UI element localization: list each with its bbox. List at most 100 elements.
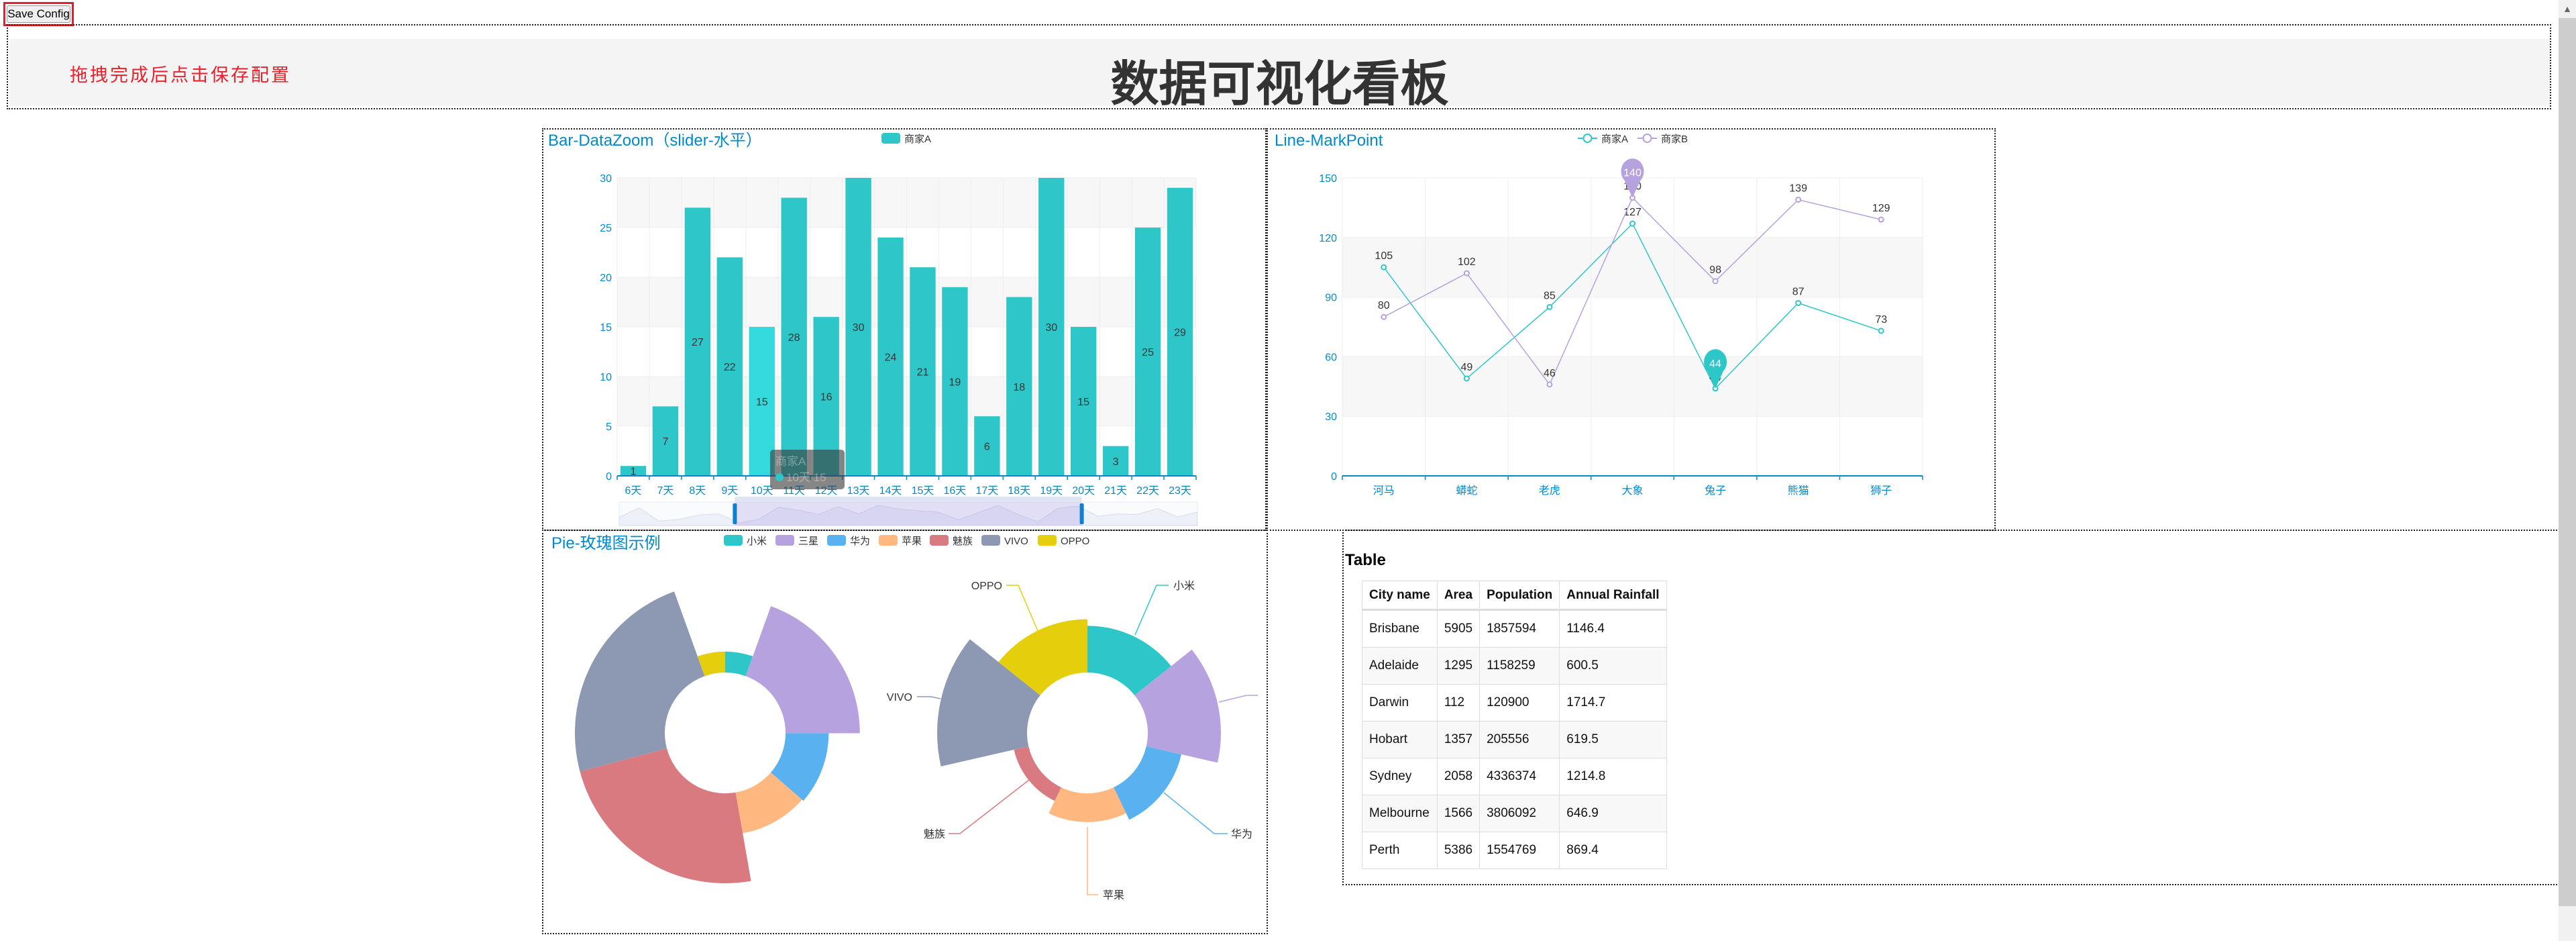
table-cell: 1357 <box>1436 721 1481 758</box>
data-point[interactable] <box>1712 278 1719 285</box>
legend-circle-icon[interactable] <box>1642 134 1652 143</box>
x-tick-label: 21天 <box>1104 485 1127 497</box>
pie-slice[interactable] <box>937 639 1040 766</box>
chevron-up-icon[interactable]: ▲ <box>2563 3 2572 14</box>
pie-slice[interactable] <box>998 619 1087 695</box>
city-table: City name Area Population Annual Rainfall B… <box>1362 581 1667 869</box>
bar[interactable] <box>1071 327 1097 476</box>
table-cell: 619.5 <box>1559 721 1667 758</box>
bar[interactable] <box>1038 178 1065 476</box>
bar[interactable] <box>1102 446 1129 476</box>
split-area <box>1342 297 1923 357</box>
pie-slice[interactable] <box>770 733 829 801</box>
data-point[interactable] <box>1878 328 1884 334</box>
legend-circle-icon[interactable] <box>1582 134 1593 143</box>
table-cell: 1714.7 <box>1559 684 1667 722</box>
legend-swatch-icon[interactable] <box>775 535 794 546</box>
table-cell: 4336374 <box>1479 758 1560 795</box>
table-cell: 600.5 <box>1559 647 1667 685</box>
pie-slice[interactable] <box>697 651 725 677</box>
bar-label: 22 <box>724 362 736 373</box>
pie-chart-panel[interactable]: Pie-玫瑰图示例 小米 三星 华为 苹果 魅族 VIVO OPPO 小米 华为 苹果 魅族 VIVO O… <box>542 530 1268 934</box>
table-cell: 2058 <box>1436 758 1481 795</box>
data-label: 46 <box>1544 368 1556 379</box>
legend-swatch-icon[interactable] <box>881 133 900 144</box>
datazoom-selected-range[interactable] <box>735 502 1082 526</box>
legend-swatch-icon[interactable] <box>981 535 1000 546</box>
x-tick-label: 13天 <box>847 485 870 497</box>
table-cell: Perth <box>1362 832 1438 869</box>
data-label: 73 <box>1875 314 1887 326</box>
bar[interactable] <box>845 178 871 476</box>
legend-swatch-icon[interactable] <box>724 535 743 546</box>
data-point[interactable] <box>1546 381 1553 388</box>
pie-slice[interactable] <box>1087 626 1171 695</box>
bar-label: 30 <box>1045 322 1057 334</box>
x-tick-label: 8天 <box>689 485 706 497</box>
pie-slice[interactable] <box>725 651 753 677</box>
bar[interactable] <box>1134 228 1161 476</box>
bar[interactable] <box>684 207 711 476</box>
header-band: 拖拽完成后点击保存配置 数据可视化看板 <box>9 39 2550 111</box>
data-point[interactable] <box>1629 220 1635 227</box>
scrollbar-thumb[interactable] <box>2559 18 2576 906</box>
legend-swatch-icon[interactable] <box>827 535 846 546</box>
line-chart: Line-MarkPoint 商家A 商家B 0 30 60 90 120 150 河马 蟒蛇 老虎 大… <box>1275 132 1923 497</box>
data-point[interactable] <box>1795 299 1802 306</box>
bar[interactable] <box>652 406 679 476</box>
pie-slice[interactable] <box>1014 746 1061 801</box>
data-point[interactable] <box>1546 303 1553 310</box>
bar[interactable] <box>620 466 647 476</box>
pie-slice[interactable] <box>580 748 751 883</box>
bar[interactable] <box>942 287 968 476</box>
column-header: Area <box>1436 581 1481 611</box>
column-header: Population <box>1479 581 1560 611</box>
data-point[interactable] <box>1878 216 1884 223</box>
pie-slice[interactable] <box>1049 787 1126 822</box>
y-tick-label: 5 <box>606 422 612 433</box>
y-tick-label: 30 <box>600 173 612 185</box>
bar[interactable] <box>1006 297 1032 476</box>
pie-slice[interactable] <box>1134 649 1221 763</box>
bar[interactable] <box>781 197 807 476</box>
split-area <box>1342 416 1923 476</box>
bar[interactable] <box>813 317 839 476</box>
pie-slice[interactable] <box>745 606 860 734</box>
datazoom-end-handle[interactable] <box>1079 503 1084 524</box>
x-tick-label: 10天 <box>751 485 773 497</box>
data-point[interactable] <box>1463 270 1470 277</box>
vertical-scrollbar[interactable]: ▲ <box>2559 0 2576 941</box>
x-tick-label: 20天 <box>1072 485 1095 497</box>
data-point[interactable] <box>1795 197 1802 203</box>
data-point[interactable] <box>1381 313 1387 320</box>
bar[interactable] <box>1167 187 1193 476</box>
split-area <box>1342 237 1923 297</box>
save-config-button[interactable]: Save Config <box>7 5 70 23</box>
pie-slice[interactable] <box>735 772 802 834</box>
y-tick-label: 15 <box>600 322 612 334</box>
pie-slice[interactable] <box>1114 746 1181 820</box>
y-tick-label: 60 <box>1325 352 1337 363</box>
table-row: Darwin 112 120900 1714.7 <box>1362 684 1667 722</box>
markpoint-pin-icon[interactable] <box>1621 158 1644 198</box>
data-point[interactable] <box>1463 375 1470 382</box>
datazoom-move-handle[interactable] <box>735 497 1082 502</box>
bar[interactable] <box>877 237 904 476</box>
line-chart-panel[interactable]: Line-MarkPoint 商家A 商家B 0 30 60 90 120 150 河马 蟒蛇 老虎 大… <box>1267 128 1996 531</box>
table-panel[interactable]: Table City name Area Population Annual Rain… <box>1342 530 2576 885</box>
legend-swatch-icon[interactable] <box>1038 535 1057 546</box>
markpoint-pin-icon[interactable] <box>1704 349 1727 389</box>
legend-swatch-icon[interactable] <box>879 535 898 546</box>
datazoom-start-handle[interactable] <box>733 503 737 524</box>
bar[interactable] <box>716 257 743 476</box>
data-label: 139 <box>1789 183 1807 195</box>
slice-label: OPPO <box>971 581 1002 592</box>
header-panel[interactable]: 拖拽完成后点击保存配置 数据可视化看板 <box>7 24 2551 111</box>
bar[interactable] <box>974 416 1000 476</box>
pie-slice[interactable] <box>575 591 705 772</box>
data-point[interactable] <box>1381 264 1387 270</box>
bar[interactable] <box>910 267 936 476</box>
legend-swatch-icon[interactable] <box>930 535 949 546</box>
bar-chart-panel[interactable]: Bar-DataZoom（slider-水平） 商家A 0 5 10 15 20 25 30 1 6… <box>542 128 1267 531</box>
bar-label: 29 <box>1174 327 1186 338</box>
